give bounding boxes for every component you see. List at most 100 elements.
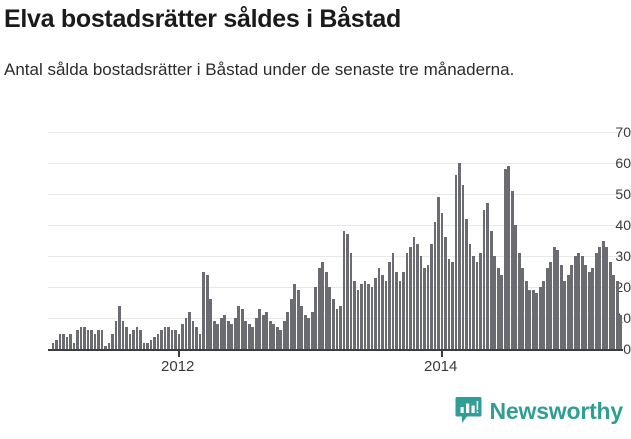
bar [321, 262, 325, 349]
bar [230, 324, 234, 349]
bar [437, 197, 440, 349]
bar [360, 283, 363, 349]
bar [531, 290, 535, 349]
bar [65, 336, 69, 349]
y-tick-label: 0 [623, 341, 631, 357]
bar [577, 252, 581, 349]
bar [111, 333, 114, 349]
bar [79, 327, 83, 349]
bar [367, 283, 370, 349]
bar [440, 212, 444, 349]
bar [363, 280, 367, 349]
bar-chart-speech-bubble-icon [455, 396, 482, 426]
bar [580, 256, 584, 349]
bar [503, 169, 507, 349]
bar [118, 305, 121, 349]
bar [160, 330, 163, 349]
bar [265, 311, 269, 349]
bar [202, 271, 205, 349]
bar [114, 321, 118, 349]
y-tick-label: 30 [615, 248, 631, 264]
bar [209, 299, 212, 349]
bar [170, 330, 174, 349]
bar [174, 330, 177, 349]
bar [247, 324, 251, 349]
bar [237, 305, 241, 349]
bar [139, 330, 142, 349]
bar [391, 252, 395, 349]
bar [461, 184, 465, 349]
gridline-50 [48, 194, 623, 195]
bar [156, 333, 160, 349]
bar [58, 333, 62, 349]
bar [346, 234, 349, 349]
bar [167, 327, 170, 349]
bar [212, 321, 216, 349]
bar [388, 262, 391, 349]
x-tick-label: 2012 [161, 358, 195, 375]
bar [300, 305, 304, 349]
bar [545, 268, 549, 349]
bar [307, 318, 311, 349]
bar [472, 256, 475, 349]
bar [296, 290, 300, 349]
bar [486, 203, 489, 349]
bar [402, 271, 405, 349]
bar [524, 280, 528, 349]
bar [146, 342, 149, 349]
bar [181, 324, 184, 349]
bar [591, 268, 595, 349]
bar [465, 218, 468, 349]
y-tick-label: 10 [615, 310, 631, 326]
bar [468, 243, 472, 349]
bar [549, 262, 553, 349]
bar [395, 271, 398, 349]
bar [489, 231, 493, 349]
bar [258, 308, 262, 349]
bar [475, 262, 479, 349]
bar [153, 336, 156, 349]
bar [279, 330, 283, 349]
newsworthy-logo[interactable]: Newsworthy [455, 396, 623, 426]
bar [605, 246, 609, 349]
bar [335, 308, 339, 349]
bar [521, 268, 525, 349]
bar [598, 246, 602, 349]
bar [177, 333, 181, 349]
bar [310, 311, 314, 349]
bar [254, 318, 258, 349]
bar [69, 333, 72, 349]
bar [412, 237, 416, 349]
bar [510, 190, 514, 349]
bar [219, 318, 223, 349]
bar [552, 246, 556, 349]
bar [517, 252, 521, 349]
bar [398, 280, 402, 349]
bar [132, 330, 135, 349]
bar [90, 330, 93, 349]
bar [493, 256, 496, 349]
bar [282, 321, 286, 349]
bar [500, 274, 504, 349]
bar [184, 318, 188, 349]
bar [86, 330, 90, 349]
bar [542, 280, 546, 349]
y-tick-label: 40 [615, 217, 631, 233]
y-tick-label: 70 [615, 124, 631, 140]
bar [205, 274, 209, 349]
bar [374, 277, 377, 349]
bar [100, 330, 104, 349]
bar [370, 287, 374, 349]
bar [584, 265, 588, 349]
bar [451, 262, 454, 349]
y-tick-label: 50 [615, 186, 631, 202]
bar [570, 265, 574, 349]
bar-series [48, 132, 623, 349]
bar [314, 287, 318, 349]
bar [496, 268, 500, 349]
bar [573, 256, 577, 349]
bar [188, 311, 191, 349]
bar [615, 280, 619, 349]
bar [55, 339, 58, 349]
bar [216, 324, 220, 349]
